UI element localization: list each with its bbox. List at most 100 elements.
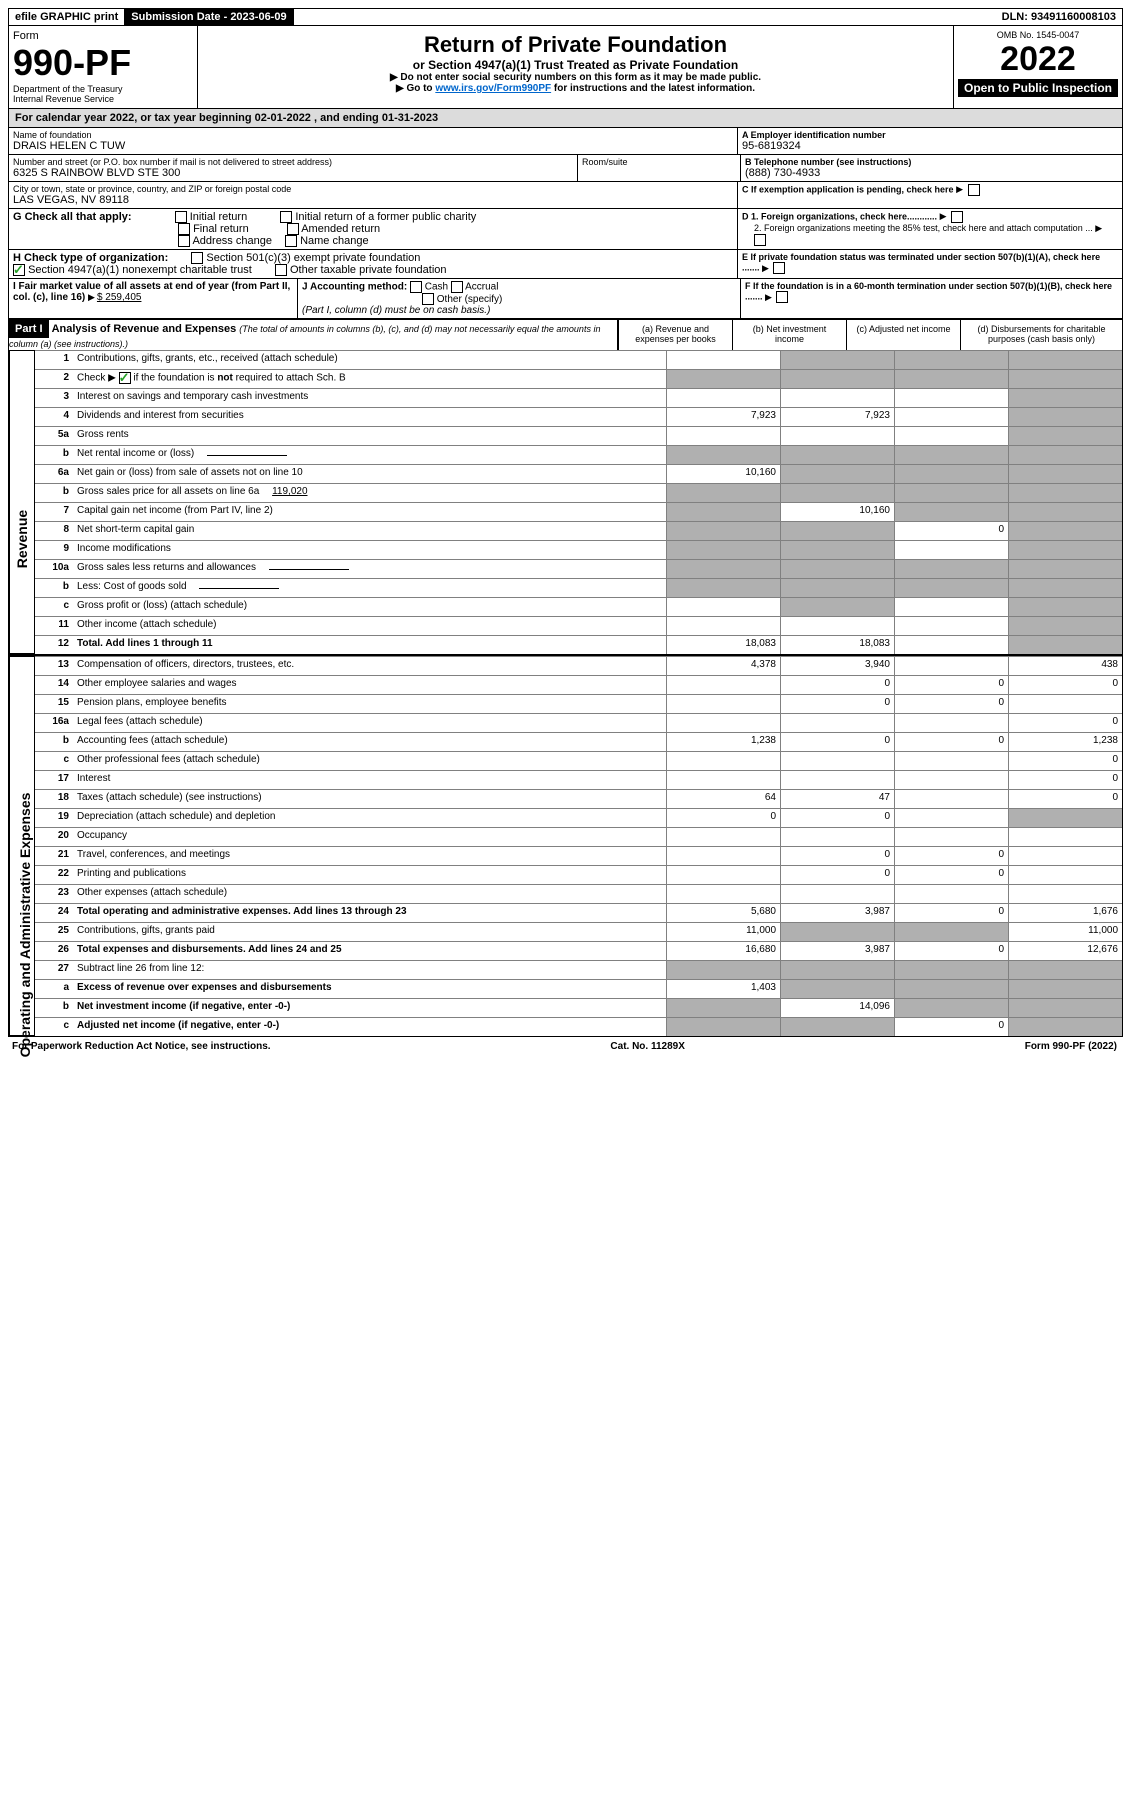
- line-desc: Check ▶ if the foundation is not require…: [73, 370, 666, 388]
- line-desc: Net rental income or (loss): [73, 446, 666, 464]
- cell-shaded: [666, 503, 780, 521]
- h2-check[interactable]: [13, 264, 25, 276]
- form-word: Form: [13, 30, 193, 42]
- cell-value: [1008, 866, 1122, 884]
- omb: OMB No. 1545-0047: [958, 30, 1118, 40]
- cell-shaded: [780, 923, 894, 941]
- cell-shaded: [894, 503, 1008, 521]
- g-amended[interactable]: [287, 223, 299, 235]
- room-label: Room/suite: [582, 157, 736, 167]
- line-desc: Gross profit or (loss) (attach schedule): [73, 598, 666, 616]
- cell-shaded: [894, 465, 1008, 483]
- line-num: 15: [35, 695, 73, 713]
- cell-value: 11,000: [666, 923, 780, 941]
- cell-value: [780, 617, 894, 635]
- g-former[interactable]: [280, 211, 292, 223]
- g-address[interactable]: [178, 235, 190, 247]
- line-row: 22Printing and publications00: [35, 865, 1122, 884]
- cell-value: 10,160: [666, 465, 780, 483]
- line-row: 11Other income (attach schedule): [35, 616, 1122, 635]
- line-num: 12: [35, 636, 73, 654]
- cell-value: [666, 389, 780, 407]
- cell-shaded: [894, 579, 1008, 597]
- cell-value: [894, 541, 1008, 559]
- line-desc: Pension plans, employee benefits: [73, 695, 666, 713]
- cell-value: [894, 828, 1008, 846]
- j-cash[interactable]: [410, 281, 422, 293]
- cell-value: 64: [666, 790, 780, 808]
- cell-value: [894, 885, 1008, 903]
- cell-shaded: [1008, 980, 1122, 998]
- line-num: 18: [35, 790, 73, 808]
- cell-value: [666, 695, 780, 713]
- line-num: c: [35, 752, 73, 770]
- line-num: 3: [35, 389, 73, 407]
- line-num: 21: [35, 847, 73, 865]
- addr-label: Number and street (or P.O. box number if…: [13, 157, 573, 167]
- cell-shaded: [666, 541, 780, 559]
- cell-value: 0: [894, 522, 1008, 540]
- cell-shaded: [666, 999, 780, 1017]
- cell-value: 1,676: [1008, 904, 1122, 922]
- line-row: 18Taxes (attach schedule) (see instructi…: [35, 789, 1122, 808]
- line-row: 8Net short-term capital gain0: [35, 521, 1122, 540]
- line-row: 2Check ▶ if the foundation is not requir…: [35, 369, 1122, 388]
- j-other[interactable]: [422, 293, 434, 305]
- expense-label: Operating and Administrative Expenses: [17, 780, 33, 1070]
- cell-value: 3,987: [780, 942, 894, 960]
- city: LAS VEGAS, NV 89118: [13, 194, 733, 206]
- instr2: ▶ Go to www.irs.gov/Form990PF for instru…: [204, 83, 947, 94]
- line-desc: Net investment income (if negative, ente…: [73, 999, 666, 1017]
- line-row: bGross sales price for all assets on lin…: [35, 483, 1122, 502]
- line-desc: Gross rents: [73, 427, 666, 445]
- cell-value: [894, 771, 1008, 789]
- h1-check[interactable]: [191, 252, 203, 264]
- cell-value: [666, 866, 780, 884]
- foundation-name: DRAIS HELEN C TUW: [13, 140, 733, 152]
- line-desc: Other employee salaries and wages: [73, 676, 666, 694]
- line-num: 22: [35, 866, 73, 884]
- g-name[interactable]: [285, 235, 297, 247]
- cell-value: 14,096: [780, 999, 894, 1017]
- cell-value: 4,378: [666, 657, 780, 675]
- line-row: cOther professional fees (attach schedul…: [35, 751, 1122, 770]
- line-row: 17Interest0: [35, 770, 1122, 789]
- cell-value: 0: [1008, 676, 1122, 694]
- line-desc: Net gain or (loss) from sale of assets n…: [73, 465, 666, 483]
- cell-value: [894, 636, 1008, 654]
- line-num: a: [35, 980, 73, 998]
- cell-shaded: [1008, 579, 1122, 597]
- h3-check[interactable]: [275, 264, 287, 276]
- cell-value: [666, 847, 780, 865]
- cell-shaded: [780, 351, 894, 369]
- cell-shaded: [894, 351, 1008, 369]
- g-initial[interactable]: [175, 211, 187, 223]
- cell-shaded: [1008, 636, 1122, 654]
- g-final[interactable]: [178, 223, 190, 235]
- tax-year: 2022: [958, 40, 1118, 79]
- cell-shaded: [666, 446, 780, 464]
- line-row: 13Compensation of officers, directors, t…: [35, 656, 1122, 675]
- cell-shaded: [894, 999, 1008, 1017]
- line-desc: Subtract line 26 from line 12:: [73, 961, 666, 979]
- c-checkbox[interactable]: [968, 184, 980, 196]
- cell-shaded: [780, 560, 894, 578]
- line-row: 25Contributions, gifts, grants paid11,00…: [35, 922, 1122, 941]
- j-accrual[interactable]: [451, 281, 463, 293]
- cell-value: [894, 790, 1008, 808]
- line-num: 7: [35, 503, 73, 521]
- cell-value: 3,987: [780, 904, 894, 922]
- cell-shaded: [894, 923, 1008, 941]
- cell-value: 3,940: [780, 657, 894, 675]
- line-num: 9: [35, 541, 73, 559]
- f-label: F If the foundation is in a 60-month ter…: [745, 281, 1118, 303]
- line-row: 15Pension plans, employee benefits00: [35, 694, 1122, 713]
- cell-shaded: [666, 370, 780, 388]
- col-b: (b) Net investment income: [732, 320, 846, 350]
- g-label: G Check all that apply:: [13, 211, 132, 223]
- line-row: 10aGross sales less returns and allowanc…: [35, 559, 1122, 578]
- calendar-year-bar: For calendar year 2022, or tax year begi…: [9, 108, 1122, 127]
- line-desc: Interest: [73, 771, 666, 789]
- instr-link[interactable]: www.irs.gov/Form990PF: [435, 83, 551, 94]
- line-row: cGross profit or (loss) (attach schedule…: [35, 597, 1122, 616]
